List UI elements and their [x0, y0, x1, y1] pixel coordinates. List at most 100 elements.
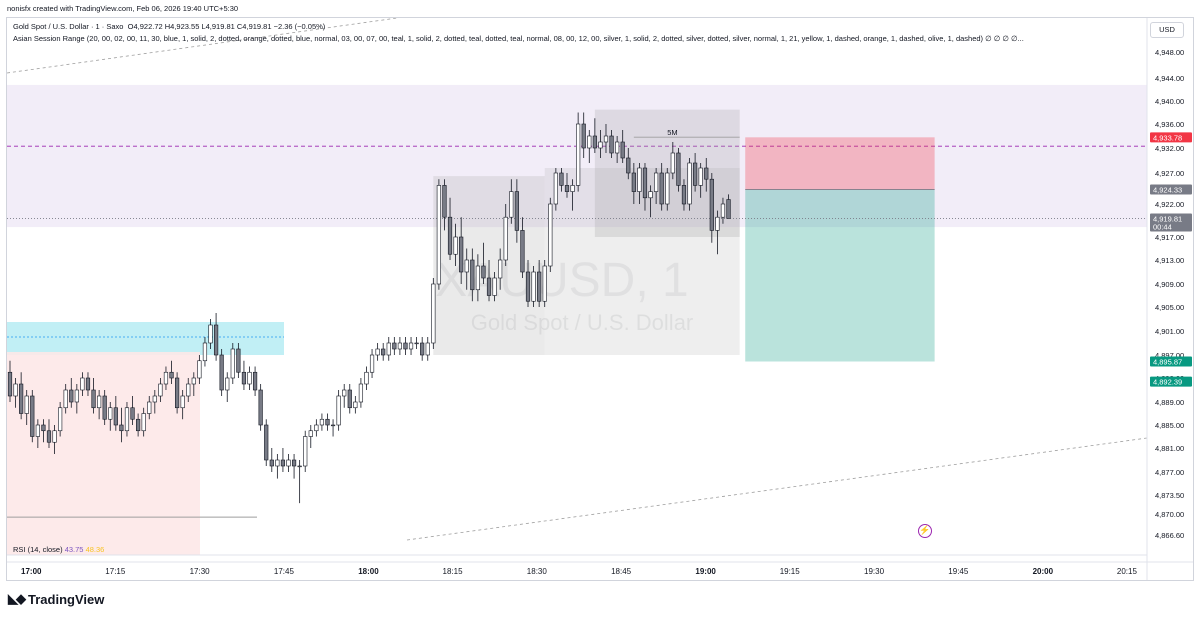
candle[interactable] — [35, 424, 40, 437]
candle[interactable] — [470, 259, 475, 291]
candle[interactable] — [587, 135, 592, 149]
tradingview-logo[interactable]: ◣◆ TradingView — [8, 591, 104, 607]
candle[interactable] — [492, 277, 497, 296]
candle[interactable] — [726, 199, 731, 219]
candle[interactable] — [559, 172, 564, 186]
candle[interactable] — [498, 259, 503, 279]
candle[interactable] — [581, 123, 586, 149]
candle[interactable] — [347, 389, 352, 409]
candle[interactable] — [275, 459, 280, 467]
candle[interactable] — [431, 283, 436, 344]
candle[interactable] — [158, 383, 163, 397]
candle[interactable] — [537, 271, 542, 302]
candle[interactable] — [564, 185, 570, 192]
candle[interactable] — [693, 162, 698, 186]
candle[interactable] — [715, 216, 720, 231]
candle[interactable] — [642, 167, 648, 199]
candle[interactable] — [41, 424, 46, 432]
candle[interactable] — [514, 191, 519, 231]
price-tag[interactable] — [1150, 356, 1192, 367]
range-box-2[interactable] — [544, 168, 740, 355]
candle[interactable] — [208, 324, 213, 344]
candle[interactable] — [213, 324, 219, 356]
candle[interactable] — [52, 430, 57, 443]
candle[interactable] — [420, 342, 425, 356]
candle[interactable] — [570, 185, 575, 192]
candle[interactable] — [576, 123, 581, 186]
candle[interactable] — [264, 424, 269, 461]
candle[interactable] — [308, 430, 313, 437]
candle[interactable] — [548, 203, 553, 267]
candle[interactable] — [241, 371, 247, 385]
candle[interactable] — [330, 424, 336, 427]
candle[interactable] — [297, 465, 302, 468]
candle[interactable] — [397, 342, 403, 350]
candle[interactable] — [386, 342, 391, 356]
candle[interactable] — [453, 236, 458, 255]
candle[interactable] — [414, 342, 419, 345]
candle[interactable] — [191, 377, 196, 385]
candle[interactable] — [637, 167, 642, 192]
candle[interactable] — [63, 389, 68, 409]
candle[interactable] — [19, 383, 24, 414]
candle[interactable] — [258, 389, 263, 426]
candle[interactable] — [342, 389, 347, 397]
candle[interactable] — [180, 395, 185, 409]
candle[interactable] — [247, 371, 252, 385]
candle[interactable] — [97, 395, 102, 409]
candle[interactable] — [687, 162, 692, 205]
candle[interactable] — [392, 342, 397, 350]
candle[interactable] — [152, 395, 157, 403]
candle[interactable] — [676, 152, 681, 186]
candle[interactable] — [85, 377, 91, 391]
candle[interactable] — [175, 377, 180, 409]
candle[interactable] — [102, 395, 107, 420]
currency-button[interactable]: USD — [1150, 22, 1184, 38]
candle[interactable] — [364, 371, 369, 385]
candle[interactable] — [202, 342, 208, 362]
candle[interactable] — [620, 141, 625, 159]
candle[interactable] — [80, 377, 85, 391]
candle[interactable] — [681, 185, 687, 205]
candle[interactable] — [403, 342, 408, 350]
candle[interactable] — [436, 185, 441, 285]
candle[interactable] — [141, 413, 146, 432]
candle[interactable] — [291, 459, 297, 467]
candle[interactable] — [169, 371, 174, 379]
candle[interactable] — [74, 389, 79, 403]
candle[interactable] — [108, 407, 113, 420]
candle[interactable] — [13, 383, 18, 397]
candle[interactable] — [475, 265, 480, 291]
candle[interactable] — [425, 342, 430, 356]
candle[interactable] — [369, 354, 375, 373]
candle[interactable] — [720, 203, 726, 218]
candle[interactable] — [520, 230, 525, 273]
candle[interactable] — [704, 167, 709, 180]
session-pink-box[interactable] — [7, 352, 200, 555]
candle[interactable] — [69, 389, 74, 403]
candle[interactable] — [459, 236, 464, 273]
candle[interactable] — [542, 265, 547, 302]
rsi-legend[interactable]: RSI (14, close) 43.75 48.36 — [13, 545, 104, 554]
candle[interactable] — [269, 459, 274, 467]
candle[interactable] — [442, 185, 447, 218]
candle[interactable] — [598, 141, 603, 149]
candle[interactable] — [464, 259, 469, 273]
candle[interactable] — [286, 459, 291, 467]
stop-loss-zone[interactable] — [745, 137, 935, 190]
price-tag[interactable] — [1150, 376, 1192, 387]
candle[interactable] — [147, 401, 152, 414]
candle[interactable] — [197, 360, 202, 379]
candle[interactable] — [592, 135, 597, 149]
candle[interactable] — [186, 383, 191, 397]
trendline-lower[interactable] — [406, 437, 1148, 541]
candle[interactable] — [58, 407, 63, 432]
candle[interactable] — [408, 342, 414, 350]
candle[interactable] — [358, 383, 364, 403]
candle[interactable] — [136, 418, 141, 432]
candle[interactable] — [130, 407, 135, 420]
candle[interactable] — [236, 348, 241, 373]
candle[interactable] — [447, 216, 453, 255]
candle[interactable] — [654, 172, 659, 192]
